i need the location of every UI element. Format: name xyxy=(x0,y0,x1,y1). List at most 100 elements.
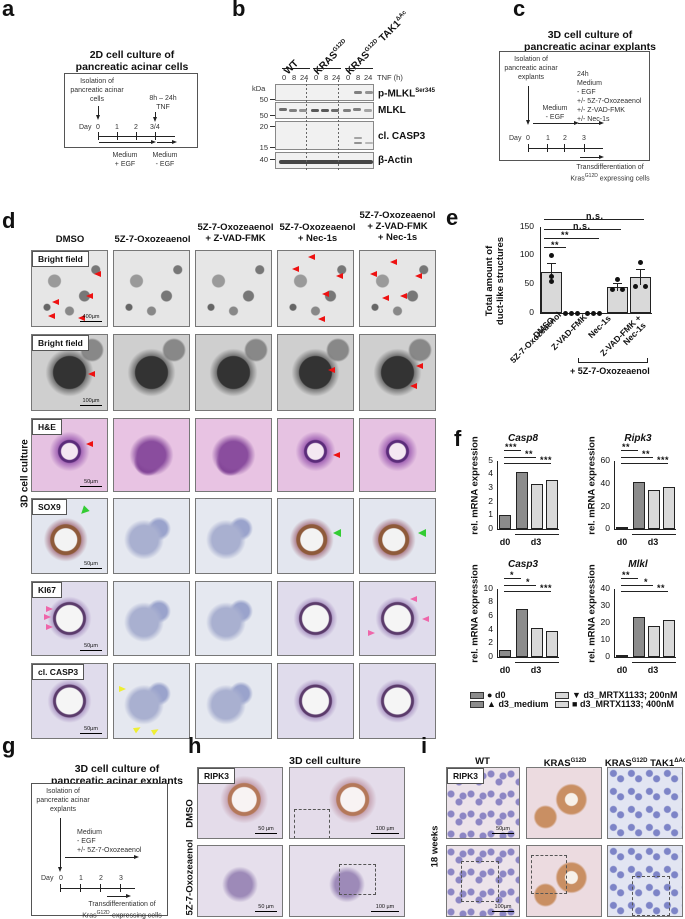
medium-c: Medium - EGF xyxy=(542,105,568,121)
time-unit: TNF (h) xyxy=(377,73,403,82)
day-3: 3/4 xyxy=(150,124,160,131)
img-bf2-dmso: Bright field 100µm xyxy=(31,334,108,411)
panel-label-g: g xyxy=(2,733,16,758)
img-i-kras-tak1-overview xyxy=(607,845,683,917)
isolation-text-c: Isolation of pancreatic acinar explants xyxy=(504,56,558,81)
col-oxo-zvad: 5Z-7-Oxozeaenol + Z-VAD-FMK xyxy=(197,222,274,244)
row-label-dmso: DMSO xyxy=(184,799,196,828)
panel-c-title: 3D cell culture of pancreatic acinar expl… xyxy=(524,29,656,53)
day-label: Day xyxy=(79,124,92,131)
panel-h-title: 3D cell culture xyxy=(289,755,361,767)
img-sox9-oxo-zvad-nec1s xyxy=(359,498,436,574)
panel-a-title-line2: pancreatic acinar cells xyxy=(75,61,189,73)
chart-ripk3-title: Ripk3 xyxy=(624,433,652,444)
lane-3: 0 xyxy=(314,73,319,82)
img-casp3-oxo-zvad xyxy=(195,663,272,739)
day-0: 0 xyxy=(96,124,100,131)
blot-label-cl-casp3: cl. CASP3 xyxy=(378,131,426,142)
treatment-c: 24h Medium - EGF +/- 5Z-7-Oxozeaenol +/- Z-V… xyxy=(577,71,642,123)
img-bf2-oxo xyxy=(113,334,190,411)
img-sox9-dmso: SOX9 50µm xyxy=(31,498,108,574)
panel-label-b: b xyxy=(232,0,246,21)
blot-label-p-mlkl: p-MLKLSer345 xyxy=(378,88,435,100)
img-casp3-oxo xyxy=(113,663,190,739)
img-ki67-dmso: KI67 50µm xyxy=(31,581,108,656)
row-label-oxo: 5Z-7-Oxozeaenol xyxy=(184,839,196,916)
legend-swatch-d3-medium xyxy=(470,701,484,708)
col-i-kras: KRASG12D xyxy=(543,758,587,770)
img-ki67-oxo-zvad-nec1s xyxy=(359,581,436,656)
lane-4: 8 xyxy=(324,73,329,82)
medium-minus-egf: Medium - EGF xyxy=(152,152,178,168)
panel-a-title: 2D cell culture of pancreatic acinar cel… xyxy=(62,49,202,73)
transdiff-c: Transdifferentiation of KrasG12D express… xyxy=(570,164,650,183)
chart-mlkl-title: Mlkl xyxy=(628,559,648,570)
mw-50b: 50 xyxy=(259,111,268,120)
img-casp3-oxo-nec1s xyxy=(277,663,354,739)
img-ripk3-dmso-zoom: RIPK3 50 µm xyxy=(197,767,283,839)
img-he-dmso: H&E 50µm xyxy=(31,418,108,492)
tnf-text: 8h – 24h TNF xyxy=(149,95,177,111)
mw-50a: 50 xyxy=(259,95,268,104)
img-he-oxo-nec1s xyxy=(277,418,354,492)
panel-c-schematic: Isolation of pancreatic acinar explants Me… xyxy=(499,51,650,161)
chart-casp3-title: Casp3 xyxy=(507,559,538,570)
col-i-kras-tak1: KRASG12D TAK1ΔAc xyxy=(604,758,685,770)
img-sox9-oxo-zvad xyxy=(195,498,272,574)
medium-egf-arrow xyxy=(99,140,156,144)
blot-mlkl xyxy=(275,102,374,119)
legend-swatch-d0 xyxy=(470,692,484,699)
blot-label-beta-actin: β-Actin xyxy=(378,155,413,166)
panel-label-h: h xyxy=(188,733,202,758)
legend-200nm: ▼ d3_MRTX1133; 200nM xyxy=(572,690,678,700)
img-casp3-dmso: cl. CASP3 50µm xyxy=(31,663,108,739)
blot-cl-casp3 xyxy=(275,121,374,150)
chart-e-xaxis xyxy=(540,313,652,314)
chart-casp8-title: Casp8 xyxy=(507,433,538,444)
img-bf1-dmso: Bright field 400µm xyxy=(31,250,108,327)
img-he-oxo xyxy=(113,418,190,492)
img-bf1-oxo xyxy=(113,250,190,327)
img-bf2-oxo-nec1s xyxy=(277,334,354,411)
isolation-text: Isolation of pancreatic acinar cells xyxy=(70,78,124,103)
blot-label-mlkl: MLKL xyxy=(378,105,406,116)
panel-label-i: i xyxy=(421,733,428,758)
img-ki67-oxo xyxy=(113,581,190,656)
panel-a-schematic: Isolation of pancreatic acinar cells 8h – … xyxy=(64,73,198,148)
lane-1: 8 xyxy=(292,73,297,82)
mw-15: 15 xyxy=(259,143,268,152)
chart-e-ylabel: Total amount of duct-like structures xyxy=(484,236,506,326)
img-bf1-oxo-zvad-nec1s xyxy=(359,250,436,327)
img-i-kras-overview xyxy=(526,845,602,917)
panel-label-e: e xyxy=(446,205,459,230)
legend-d0: ● d0 xyxy=(487,690,506,700)
mw-40: 40 xyxy=(259,155,268,164)
blot-beta-actin xyxy=(275,152,374,169)
day-1: 1 xyxy=(115,124,119,131)
legend-swatch-200nm xyxy=(555,692,569,699)
group-label-oxo: + 5Z-7-Oxozeaenol xyxy=(570,366,650,376)
medium-no-egf-arrow xyxy=(157,140,177,144)
img-ripk3-dmso-overview: 100 µm xyxy=(289,767,405,839)
lane-8: 24 xyxy=(364,73,373,82)
tnf-arrow xyxy=(153,112,157,122)
col-dmso: DMSO xyxy=(55,234,85,245)
blot-p-mlkl xyxy=(275,84,374,101)
panel-a-title-line1: 2D cell culture of xyxy=(89,49,175,61)
col-i-wt: WT xyxy=(475,756,490,767)
lane-0: 0 xyxy=(282,73,287,82)
panel-g-schematic: Isolation of pancreatic acinar explants Me… xyxy=(31,783,168,919)
img-casp3-oxo-zvad-nec1s xyxy=(359,663,436,739)
img-bf2-oxo-zvad xyxy=(195,334,272,411)
day-2: 2 xyxy=(134,124,138,131)
legend-d3-medium: ▲ d3_medium xyxy=(487,699,549,709)
day-label-c: Day xyxy=(509,135,522,142)
col-oxo-zvad-nec1s: 5Z-7-Oxozeaenol + Z-VAD-FMK + Nec-1s xyxy=(359,210,436,243)
img-he-oxo-zvad-nec1s xyxy=(359,418,436,492)
medium-plus-egf: Medium + EGF xyxy=(112,152,138,168)
img-ki67-oxo-zvad xyxy=(195,581,272,656)
img-ripk3-oxo-overview: 100 µm xyxy=(289,845,405,917)
legend-400nm: ■ d3_MRTX1133; 400nM xyxy=(572,699,674,709)
isolation-arrow xyxy=(96,106,100,120)
panel-label-a: a xyxy=(2,0,15,21)
